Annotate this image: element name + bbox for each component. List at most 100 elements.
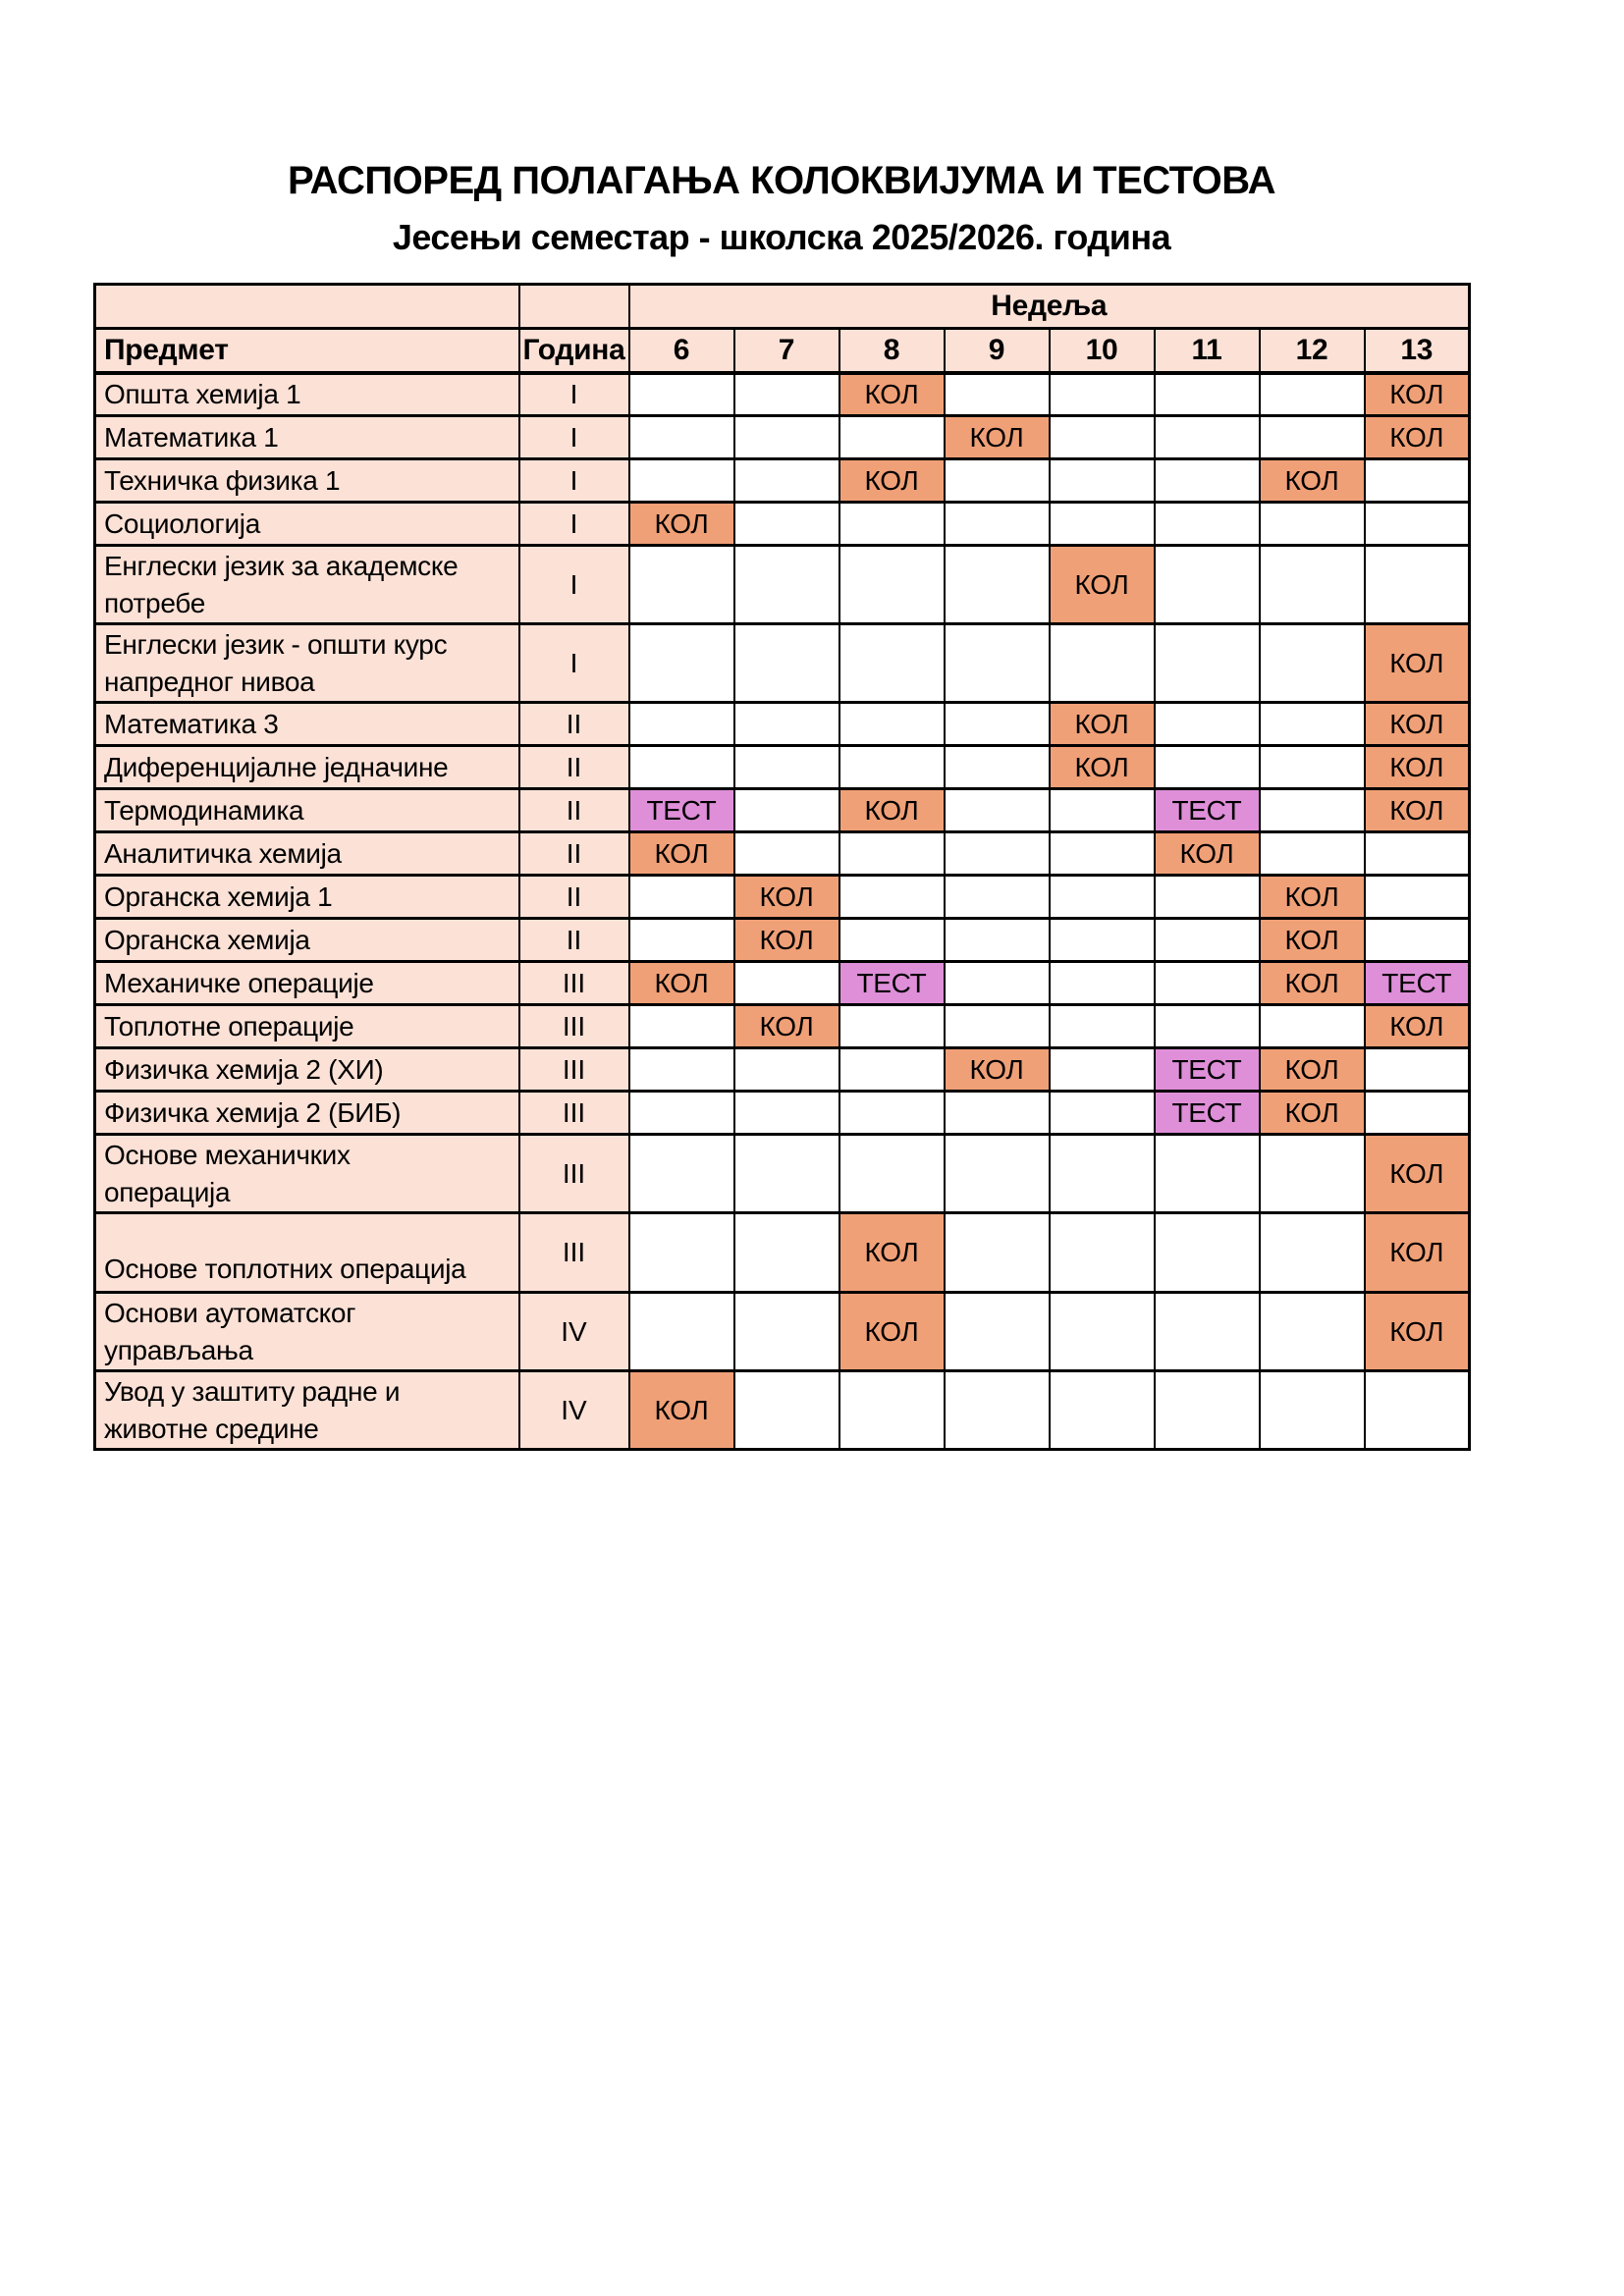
subject-row: Општа хемија 1 I КОЛ КОЛ: [93, 371, 1471, 417]
week-column-header-9: 9: [943, 327, 1051, 375]
empty-cell-week-9: [943, 1291, 1051, 1372]
empty-cell-week-10: [1048, 1003, 1156, 1049]
subject-name: Општа хемија 1: [104, 377, 517, 412]
empty-cell-week-10: [1048, 830, 1156, 877]
subject-cell: Механичке операције: [93, 960, 520, 1006]
empty-cell-week-11: [1153, 1133, 1261, 1214]
year-cell: I: [517, 371, 630, 417]
exam-cell-week-7-kol: КОЛ: [732, 917, 840, 963]
subject-cell: Органска хемија 1: [93, 874, 520, 920]
empty-cell-week-13: [1363, 544, 1471, 625]
empty-cell-week-7: [732, 1046, 840, 1093]
empty-cell-week-8: [838, 830, 946, 877]
subject-cell: Аналитичка хемија: [93, 830, 520, 877]
subject-cell: Математика 1: [93, 414, 520, 460]
subject-row: Органска хемија 1 II КОЛ КОЛ: [93, 874, 1471, 920]
empty-cell-week-11: [1153, 622, 1261, 704]
subject-row: Механичке операције III КОЛ ТЕСТ КОЛ ТЕСТ: [93, 960, 1471, 1006]
empty-cell-week-9: [943, 1369, 1051, 1451]
subject-name: Увод у заштиту радне и животне средине: [104, 1374, 517, 1447]
subject-line: Основи аутоматског: [104, 1297, 356, 1328]
empty-cell-week-10: [1048, 414, 1156, 460]
empty-cell-week-7: [732, 1291, 840, 1372]
empty-cell-week-7: [732, 830, 840, 877]
subject-name: Физичка хемија 2 (БИБ): [104, 1095, 517, 1131]
empty-cell-week-13: [1363, 917, 1471, 963]
subject-line: Математика 1: [104, 421, 279, 453]
exam-cell-week-11-test: ТЕСТ: [1153, 787, 1261, 833]
subject-row: Енглески језик - општи курс напредног нив…: [93, 622, 1471, 704]
empty-cell-week-11: [1153, 1211, 1261, 1294]
exam-cell-week-13-kol: КОЛ: [1363, 787, 1471, 833]
year-cell: III: [517, 960, 630, 1006]
exam-schedule-table: Недеља Предмет Година 6 7 8 9 10 11 12 13 Општа…: [93, 283, 1472, 1451]
empty-cell-week-9: [943, 501, 1051, 547]
subject-cell: Физичка хемија 2 (БИБ): [93, 1090, 520, 1136]
exam-cell-week-12-kol: КОЛ: [1258, 874, 1366, 920]
subject-row: Техничка физика 1 I КОЛ КОЛ: [93, 457, 1471, 504]
exam-cell-week-11-test: ТЕСТ: [1153, 1046, 1261, 1093]
empty-cell-week-12: [1258, 622, 1366, 704]
subject-cell: Диференцијалне једначине: [93, 744, 520, 790]
empty-cell-week-11: [1153, 917, 1261, 963]
empty-cell-week-10: [1048, 1133, 1156, 1214]
subject-name: Социологија: [104, 507, 517, 542]
empty-cell-week-6: [627, 1133, 735, 1214]
empty-cell-week-8: [838, 501, 946, 547]
exam-cell-week-13-kol: КОЛ: [1363, 1003, 1471, 1049]
exam-cell-week-6-kol: КОЛ: [627, 501, 735, 547]
exam-cell-week-7-kol: КОЛ: [732, 1003, 840, 1049]
empty-cell-week-13: [1363, 1090, 1471, 1136]
empty-cell-week-9: [943, 1133, 1051, 1214]
empty-cell-week-12: [1258, 701, 1366, 747]
subject-name: Техничка физика 1: [104, 463, 517, 499]
empty-cell-week-7: [732, 744, 840, 790]
page-title: РАСПОРЕД ПОЛАГАЊА КОЛОКВИЈУМА И ТЕСТОВА: [287, 159, 1276, 202]
empty-cell-week-7: [732, 414, 840, 460]
year-cell: II: [517, 874, 630, 920]
year-cell: I: [517, 544, 630, 625]
subject-name: Органска хемија 1: [104, 880, 517, 915]
subject-row: Органска хемија II КОЛ КОЛ: [93, 917, 1471, 963]
exam-cell-week-8-kol: КОЛ: [838, 787, 946, 833]
empty-cell-week-10: [1048, 917, 1156, 963]
exam-cell-week-13-test: ТЕСТ: [1363, 960, 1471, 1006]
subject-name: Математика 3: [104, 707, 517, 742]
subject-row: Основе топлотних операција III КОЛ КОЛ: [93, 1211, 1471, 1294]
empty-cell-week-8: [838, 544, 946, 625]
empty-cell-week-9: [943, 960, 1051, 1006]
empty-cell-week-6: [627, 744, 735, 790]
subject-cell: Социологија: [93, 501, 520, 547]
subject-row: Увод у заштиту радне и животне средине IV К…: [93, 1369, 1471, 1451]
empty-cell-week-12: [1258, 1133, 1366, 1214]
empty-cell-week-10: [1048, 960, 1156, 1006]
empty-cell-week-9: [943, 1003, 1051, 1049]
subject-cell: Основи аутоматског управљања: [93, 1291, 520, 1372]
empty-cell-week-8: [838, 744, 946, 790]
subject-line: Енглески језик - општи курс: [104, 628, 448, 660]
empty-cell-week-13: [1363, 874, 1471, 920]
subject-row: Социологија I КОЛ: [93, 501, 1471, 547]
subject-line: Математика 3: [104, 708, 279, 739]
exam-cell-week-12-kol: КОЛ: [1258, 1090, 1366, 1136]
exam-cell-week-13-kol: КОЛ: [1363, 371, 1471, 417]
subject-name: Енглески језик за академске потребе: [104, 549, 517, 621]
exam-cell-week-10-kol: КОЛ: [1048, 544, 1156, 625]
year-cell: III: [517, 1211, 630, 1294]
exam-cell-week-12-kol: КОЛ: [1258, 960, 1366, 1006]
empty-cell-week-11: [1153, 1003, 1261, 1049]
subject-name: Физичка хемија 2 (ХИ): [104, 1052, 517, 1088]
empty-cell-week-9: [943, 701, 1051, 747]
empty-cell-week-9: [943, 544, 1051, 625]
empty-cell-week-10: [1048, 1369, 1156, 1451]
empty-cell-week-11: [1153, 457, 1261, 504]
document-content: РАСПОРЕД ПОЛАГАЊА КОЛОКВИЈУМА И ТЕСТОВА …: [93, 0, 1472, 1451]
year-cell: II: [517, 787, 630, 833]
subject-line: Органска хемија: [104, 924, 310, 955]
year-cell: III: [517, 1090, 630, 1136]
subject-line: Органска хемија 1: [104, 881, 333, 912]
subject-line: Основе механичких: [104, 1139, 351, 1170]
empty-cell-week-6: [627, 1211, 735, 1294]
subject-column-header: Предмет: [93, 327, 520, 375]
table-header: Недеља Предмет Година 6 7 8 9 10 11 12 13: [93, 283, 1471, 375]
